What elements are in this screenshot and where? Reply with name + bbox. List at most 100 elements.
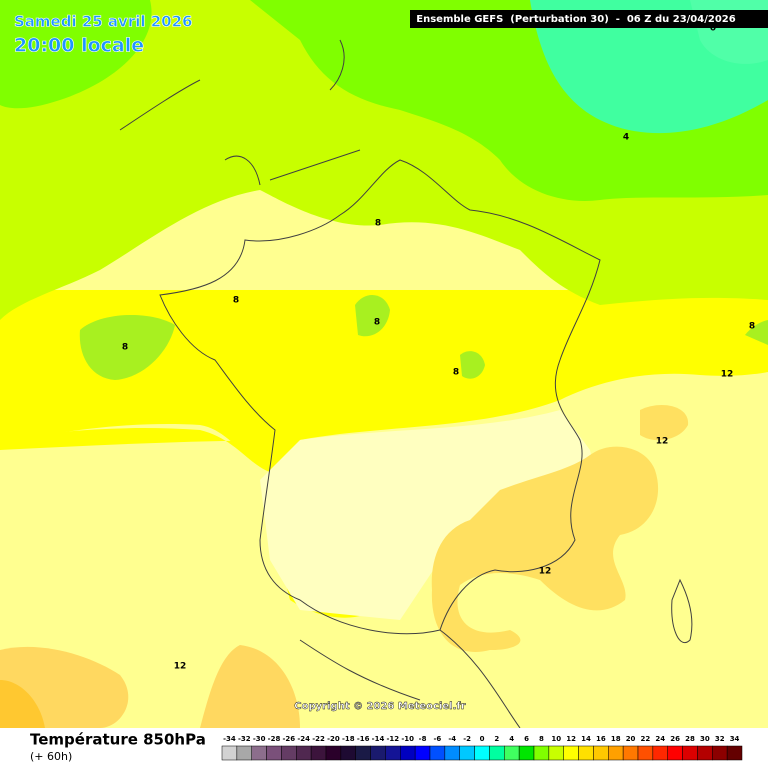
model-banner [410,10,768,28]
footer-title: Température 850hPa [30,731,206,749]
field-14-16-b [640,405,689,441]
scale-swatch [563,745,579,761]
scale-swatch [682,745,698,761]
scale-swatch [593,745,609,761]
field-14-16 [431,446,659,652]
scale-swatch [340,745,356,761]
scale-tick-label: 2 [494,735,499,743]
scale-swatch [697,745,713,761]
field-6-8-west [0,0,152,109]
scale-tick-label: -12 [387,735,400,743]
contour-label: 12 [656,437,669,447]
scale-swatch [310,745,327,761]
field-10-12 [0,290,768,470]
contour-label: 12 [174,662,187,672]
scale-swatch [637,745,654,761]
scale-tick-label: -28 [268,735,281,743]
scale-tick-label: 14 [581,735,591,743]
contour-label: 8 [375,219,381,229]
scale-swatch [370,745,386,761]
scale-swatch [281,745,297,761]
scale-swatch [667,745,683,761]
scale-swatch [652,745,668,761]
map-time: 20:00 locale [14,35,144,57]
scale-tick-label: -14 [372,735,385,743]
scale-tick-label: -20 [327,735,340,743]
scale-tick-label: 20 [626,735,636,743]
scale-tick-label: -26 [283,735,296,743]
scale-tick-label: 8 [539,735,544,743]
scale-tick-label: -10 [401,735,414,743]
scale-tick-label: 30 [700,735,710,743]
scale-swatch [429,745,446,761]
contour-label: 4 [623,133,629,143]
scale-swatch [221,745,238,761]
scale-tick-label: -8 [419,735,427,743]
scale-tick-label: 4 [509,735,514,743]
scale-swatch [622,745,639,761]
scale-tick-label: 28 [685,735,695,743]
copyright: Copyright © 2026 Meteociel.fr [294,701,465,712]
scale-swatch [325,745,342,761]
contour-label: 8 [374,318,380,328]
scale-swatch [608,745,624,761]
color-scale: -34 -32 -30 -28 -26 -24 -22 -20 -18 -16 -14 -12 -10-… [221,735,743,761]
contour-label: 0 [710,24,716,34]
scale-tick-label: -2 [463,735,471,743]
scale-swatch [400,745,416,761]
field-14-pale [260,410,600,620]
field-14-16-spain-b [200,645,300,728]
scale-swatch [251,745,267,761]
contour-label: 12 [539,567,552,577]
scale-tick-label: -6 [434,735,442,743]
scale-swatch [518,745,535,761]
scale-swatch [533,745,550,761]
scale-swatch [726,745,743,761]
scale-swatch [355,745,371,761]
scale-tick-label: -32 [238,735,251,743]
contour-label: 8 [122,343,128,353]
scale-swatch [266,745,282,761]
scale-swatch [578,745,594,761]
scale-swatch [489,745,505,761]
contour-label: 8 [233,296,239,306]
scale-tick-label: -18 [342,735,355,743]
scale-swatch [385,745,401,761]
field-8-brittany [79,314,175,380]
scale-swatch [444,745,460,761]
scale-tick-label: 18 [611,735,621,743]
contour-label: 12 [721,370,734,380]
scale-tick-label: -22 [312,735,325,743]
scale-tick-label: 0 [480,735,485,743]
field-8-alps [745,320,768,345]
scale-tick-label: 34 [730,735,740,743]
scale-swatch [296,745,312,761]
scale-tick-label: 26 [670,735,680,743]
scale-swatch [459,745,475,761]
coastlines [119,39,693,729]
scale-tick-label: 22 [641,735,651,743]
field-16-18 [0,680,45,728]
scale-swatch [504,745,520,761]
scale-tick-label: 12 [566,735,576,743]
scale-tick-label: -16 [357,735,370,743]
scale-tick-label: 24 [655,735,665,743]
scale-tick-label: -34 [223,735,236,743]
map-date: Samedi 25 avril 2026 [14,13,192,31]
scale-swatch [414,745,431,761]
footer-subtitle: (+ 60h) [30,750,72,763]
scale-tick-label: 32 [715,735,725,743]
scale-swatch [548,745,564,761]
field-8-paris [355,294,390,337]
scale-swatch [236,745,252,761]
contour-label: 8 [453,368,459,378]
scale-tick-label: -30 [253,735,266,743]
model-info: Ensemble GEFS (Perturbation 30) - 06 Z d… [416,14,735,25]
scale-tick-label: 6 [524,735,529,743]
scale-tick-label: -4 [448,735,456,743]
scale-swatch [712,745,728,761]
scale-swatch [474,745,490,761]
field-8-east [460,351,485,379]
